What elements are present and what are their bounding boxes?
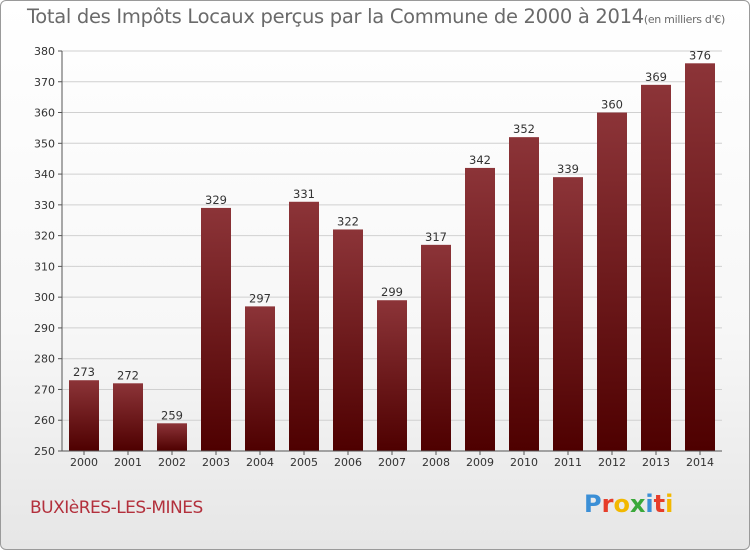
bar	[421, 244, 451, 451]
bar	[509, 137, 539, 451]
bar-value-label: 339	[557, 162, 579, 176]
bar	[333, 229, 363, 451]
x-tick-label: 2010	[510, 456, 538, 469]
bar-value-label: 322	[337, 214, 359, 228]
logo-letter: P	[584, 490, 602, 518]
bar-value-label: 352	[513, 122, 535, 136]
y-tick-label: 320	[34, 230, 55, 243]
bar-value-label: 329	[205, 193, 227, 207]
y-tick-label: 380	[34, 45, 55, 58]
x-tick-label: 2009	[466, 456, 494, 469]
axes: 250 260 270 280 290 300 310 320 330 340 350 360 370 3…	[34, 45, 722, 469]
y-tick-label: 310	[34, 260, 55, 273]
y-tick-label: 360	[34, 107, 55, 120]
bar	[245, 306, 275, 451]
bar-value-label: 342	[469, 153, 491, 167]
bar-value-label: 331	[293, 187, 315, 201]
y-tick-label: 290	[34, 322, 55, 335]
bar-value-label: 297	[249, 291, 271, 305]
bar	[641, 84, 671, 451]
y-tick-label: 370	[34, 76, 55, 89]
bar	[377, 300, 407, 451]
y-tick-label: 250	[34, 445, 55, 458]
bar	[157, 423, 187, 451]
x-tick-label: 2011	[554, 456, 582, 469]
bar	[597, 112, 627, 452]
bar-value-label: 360	[601, 98, 623, 112]
chart-title-text: Total des Impôts Locaux perçus par la Co…	[26, 5, 644, 28]
y-tick-label: 350	[34, 137, 55, 150]
bar-value-label: 273	[73, 365, 95, 379]
bar-value-label: 317	[425, 230, 447, 244]
bar	[553, 177, 583, 451]
x-tick-label: 2006	[334, 456, 362, 469]
proxiti-logo: Proxiti	[584, 490, 673, 518]
y-tick-label: 270	[34, 383, 55, 396]
data-labels: 273 272 259 329 297 331 322 299 317 342 352 339 360 3…	[73, 48, 711, 422]
bar	[113, 383, 143, 451]
x-tick-label: 2008	[422, 456, 450, 469]
bar	[465, 167, 495, 451]
y-tick-label: 280	[34, 353, 55, 366]
x-tick-label: 2014	[686, 456, 714, 469]
bar-value-label: 299	[381, 285, 403, 299]
bar	[69, 380, 99, 451]
logo-letter: t	[653, 490, 666, 518]
bar	[201, 207, 231, 451]
y-tick-label: 340	[34, 168, 55, 181]
chart-title-unit: (en milliers d'€)	[643, 13, 726, 26]
bar-value-label: 376	[689, 48, 711, 62]
x-tick-label: 2013	[642, 456, 670, 469]
y-tick-label: 330	[34, 199, 55, 212]
commune-name: BUXIèRES-LES-MINES	[30, 498, 203, 518]
x-tick-label: 2005	[290, 456, 318, 469]
bar-value-label: 272	[117, 368, 139, 382]
bar-value-label: 369	[645, 70, 667, 84]
chart-title: Total des Impôts Locaux perçus par la Co…	[1, 5, 749, 28]
logo-letter: x	[629, 490, 646, 518]
logo-letter: i	[645, 490, 654, 518]
bar	[685, 63, 715, 452]
bars	[69, 63, 715, 452]
bar-value-label: 259	[161, 408, 183, 422]
x-tick-label: 2007	[378, 456, 406, 469]
logo-letter: i	[665, 490, 674, 518]
x-tick-label: 2001	[114, 456, 142, 469]
x-tick-label: 2004	[246, 456, 274, 469]
y-tick-label: 300	[34, 291, 55, 304]
y-tick-label: 260	[34, 414, 55, 427]
x-tick-label: 2003	[202, 456, 230, 469]
logo-letter: r	[601, 490, 614, 518]
x-tick-label: 2000	[70, 456, 98, 469]
x-tick-label: 2012	[598, 456, 626, 469]
x-tick-label: 2002	[158, 456, 186, 469]
bar	[289, 201, 319, 451]
logo-letter: o	[613, 490, 630, 518]
